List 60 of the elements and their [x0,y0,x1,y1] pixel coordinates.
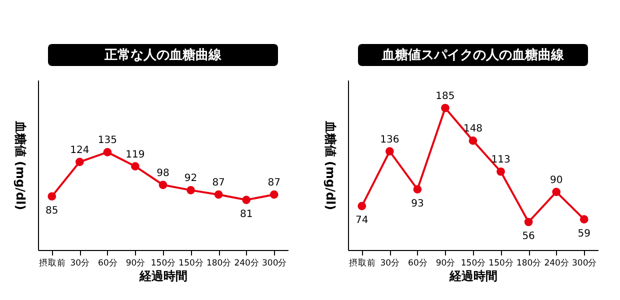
data-label: 56 [522,231,535,242]
data-label: 124 [70,144,90,156]
point [75,158,84,166]
point [214,190,223,199]
x-tick-label: 150分 [178,258,204,268]
chart-title: 正常な人の血糖曲線 [104,47,222,63]
x-tick-label: 30分 [380,258,400,268]
point [413,185,422,194]
x-tick-label: 300分 [262,258,288,268]
point [524,218,533,226]
point [103,148,112,156]
point [468,136,478,145]
x-tick-label: 30分 [70,258,90,268]
x-tick-label: 60分 [98,258,118,268]
data-label: 98 [156,168,170,179]
x-tick-label: 300分 [572,258,598,268]
x-tick-label: 摂取前 [348,258,376,268]
x-tick-label: 240分 [544,258,570,268]
data-label: 119 [126,149,145,160]
data-label: 148 [463,124,483,135]
x-tick-label: 180分 [516,258,542,268]
data-label: 85 [46,205,58,216]
point [580,215,588,224]
x-tick-label: 90分 [126,258,146,268]
y-axis-title: 血糖値 (mg/dl) [14,120,28,210]
point [186,186,195,194]
data-label: 81 [240,208,253,220]
point [270,190,278,199]
chart-title: 血糖値スパイクの人の血糖曲線 [381,47,565,63]
point [358,202,366,210]
x-tick-label: 240分 [234,258,260,268]
data-label: 113 [491,154,510,166]
data-label: 136 [380,134,400,146]
data-label: 87 [212,178,225,189]
point [496,167,505,176]
point [48,192,56,201]
data-label: 93 [411,198,424,210]
point [131,162,140,170]
point [385,147,394,156]
data-label: 74 [356,215,368,226]
data-label: 87 [268,178,280,189]
x-tick-label: 60分 [408,258,428,268]
data-label: 59 [578,228,590,240]
point [242,196,251,204]
point [158,180,168,190]
x-axis-title: 経過時間 [138,269,188,283]
x-tick-label: 摂取前 [38,258,66,268]
point [552,188,561,196]
x-tick-label: 150分 [460,258,486,268]
data-label: 135 [98,135,117,146]
x-tick-label: 180分 [206,258,232,268]
x-tick-label: 150分 [488,258,514,268]
data-label: 185 [436,91,455,102]
x-axis-title: 経過時間 [448,269,498,283]
data-label: 90 [550,174,563,186]
data-label: 92 [184,173,198,184]
x-tick-label: 90分 [436,258,456,268]
y-axis-title: 血糖値 (mg/dl) [324,120,338,210]
x-tick-label: 150分 [150,258,176,268]
point [441,104,450,112]
